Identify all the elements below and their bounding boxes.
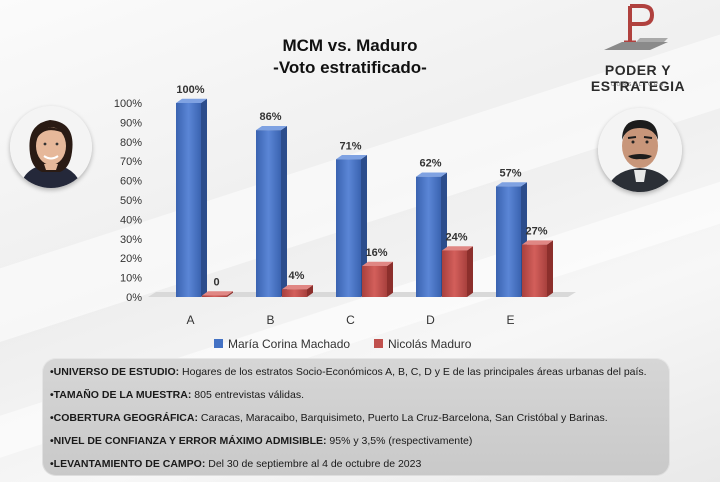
info-label: •COBERTURA GEOGRÁFICA:	[50, 412, 198, 424]
bar-maduro	[282, 289, 307, 297]
bar-maduro	[202, 295, 227, 297]
data-label: 0	[213, 277, 219, 289]
bar-side	[227, 291, 233, 297]
bar-top	[362, 261, 393, 266]
bar-machado	[256, 130, 281, 297]
man-portrait	[598, 108, 682, 192]
bar-side	[387, 261, 393, 297]
bar-top	[416, 172, 447, 177]
bar-side	[547, 240, 553, 297]
info-label: •NIVEL DE CONFIANZA Y ERROR MÁXIMO ADMIS…	[50, 435, 327, 447]
info-universe: •UNIVERSO DE ESTUDIO: Hogares de los est…	[50, 366, 647, 378]
bar-top	[336, 155, 367, 160]
bar-machado	[496, 186, 521, 297]
brand-logo-icon	[604, 4, 668, 50]
info-text: Hogares de los estratos Socio-Económicos…	[179, 366, 647, 378]
y-tick-label: 40%	[120, 214, 142, 226]
info-confidence: •NIVEL DE CONFIANZA Y ERROR MÁXIMO ADMIS…	[50, 435, 472, 447]
bar-maduro	[362, 265, 387, 297]
x-tick-label: B	[266, 313, 274, 327]
bar-top	[522, 240, 553, 245]
data-label: 100%	[176, 84, 204, 96]
x-tick-label: E	[506, 313, 514, 327]
y-tick-label: 0%	[126, 292, 142, 304]
woman-portrait	[10, 106, 92, 188]
y-tick-label: 100%	[114, 98, 142, 110]
methodology-box: •UNIVERSO DE ESTUDIO: Hogares de los est…	[42, 358, 670, 476]
data-label: 4%	[289, 270, 305, 282]
legend-label: Nicolás Maduro	[388, 337, 472, 351]
bar-machado	[336, 159, 361, 297]
data-label: 86%	[259, 111, 281, 123]
bar-top	[496, 182, 527, 187]
brand-name: PODER Y ESTRATEGIA	[590, 62, 686, 94]
legend-label: María Corina Machado	[228, 337, 350, 351]
info-label: •UNIVERSO DE ESTUDIO:	[50, 366, 180, 378]
data-label: 24%	[445, 231, 467, 243]
info-text: 95% y 3,5% (respectivamente)	[326, 435, 473, 447]
y-tick-label: 90%	[120, 117, 142, 129]
y-tick-label: 20%	[120, 253, 142, 265]
info-fieldwork: •LEVANTAMIENTO DE CAMPO: Del 30 de septi…	[50, 458, 421, 470]
brand-subtitle: CONSULTORA	[610, 82, 666, 88]
bar-machado	[416, 176, 441, 297]
chart-subtitle: -Voto estratificado-	[273, 58, 427, 77]
bar-side	[467, 246, 473, 297]
info-label: •TAMAÑO DE LA MUESTRA:	[50, 389, 192, 401]
chart-title: MCM vs. Maduro	[282, 36, 418, 55]
bar-top	[202, 291, 233, 296]
info-coverage: •COBERTURA GEOGRÁFICA: Caracas, Maracaib…	[50, 412, 608, 424]
bar-top	[442, 246, 473, 251]
bar-top	[176, 98, 207, 103]
info-text: 805 entrevistas válidas.	[191, 389, 304, 401]
data-label: 57%	[499, 167, 521, 179]
data-label: 71%	[339, 140, 361, 152]
x-tick-label: D	[426, 313, 435, 327]
y-tick-label: 70%	[120, 156, 142, 168]
x-tick-label: A	[186, 313, 194, 327]
bar-maduro	[442, 250, 467, 297]
legend-swatch	[374, 339, 383, 348]
info-sample-size: •TAMAÑO DE LA MUESTRA: 805 entrevistas v…	[50, 389, 304, 401]
x-tick-label: C	[346, 313, 355, 327]
data-label: 16%	[365, 247, 387, 259]
bar-top	[256, 125, 287, 131]
info-label: •LEVANTAMIENTO DE CAMPO:	[50, 458, 206, 470]
bar-machado	[176, 103, 201, 297]
bar-chart: 0% 10% 20% 30% 40% 50% 60% 70% 80% 90% 100% A B C D E 1…	[114, 84, 576, 351]
bar-side	[361, 155, 367, 297]
bar-side	[307, 285, 313, 297]
y-tick-label: 10%	[120, 273, 142, 285]
info-text: Caracas, Maracaibo, Barquisimeto, Puerto…	[197, 412, 608, 424]
bar-side	[201, 98, 207, 297]
y-tick-label: 60%	[120, 176, 142, 188]
y-tick-label: 50%	[120, 195, 142, 207]
y-tick-label: 80%	[120, 137, 142, 149]
y-tick-label: 30%	[120, 234, 142, 246]
data-label: 27%	[525, 226, 547, 238]
data-label: 62%	[419, 158, 441, 170]
bar-maduro	[522, 244, 547, 297]
info-text: Del 30 de septiembre al 4 de octubre de …	[205, 458, 422, 470]
legend-swatch	[214, 339, 223, 348]
bar-top	[282, 285, 313, 290]
bar-side	[281, 125, 287, 298]
